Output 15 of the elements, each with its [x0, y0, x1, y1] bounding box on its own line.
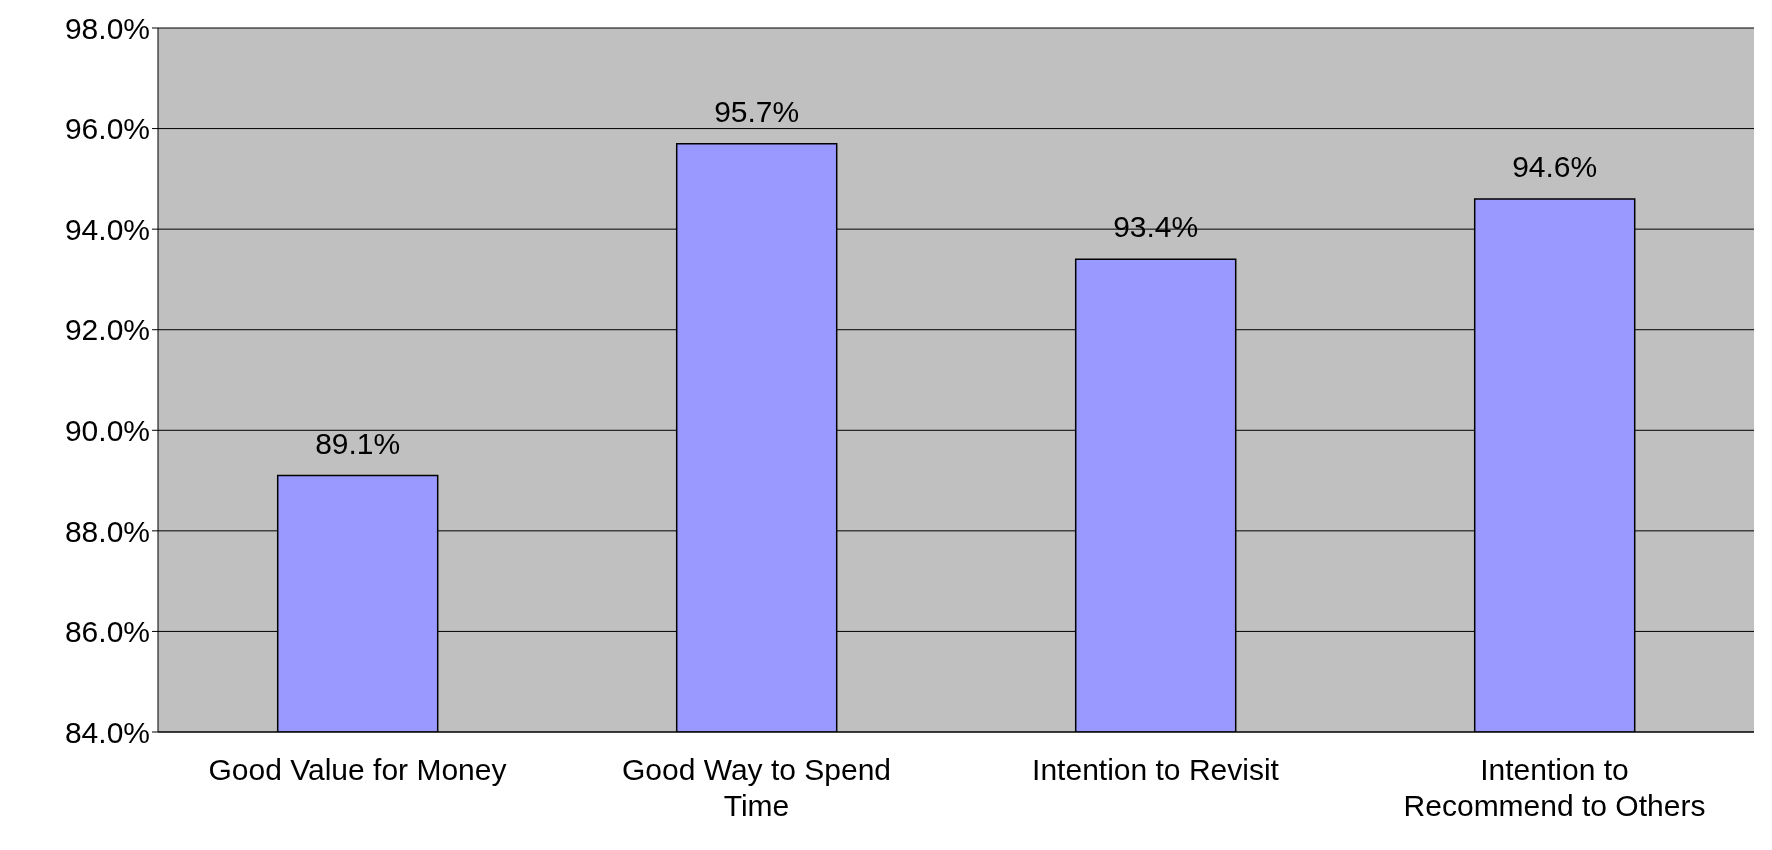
data-label: 94.6%	[1512, 149, 1598, 183]
data-label: 89.1%	[315, 426, 401, 460]
y-tick-label: 92.0%	[64, 313, 150, 347]
y-tick-label: 84.0%	[64, 715, 150, 749]
data-label: 95.7%	[714, 94, 800, 128]
x-tick-label: Intention to Recommend to Others	[1403, 753, 1706, 822]
y-tick-label: 86.0%	[64, 615, 150, 649]
y-tick-label: 94.0%	[64, 212, 150, 246]
x-tick-label: Good Value for Money	[208, 753, 507, 786]
y-tick-label: 90.0%	[64, 413, 150, 447]
y-tick-label: 88.0%	[64, 514, 150, 548]
x-tick-label: Good Way to Spend Time	[621, 753, 892, 822]
y-tick-label: 98.0%	[64, 11, 150, 45]
x-tick-label: Intention to Revisit	[1032, 753, 1280, 786]
y-tick-label: 96.0%	[64, 112, 150, 146]
